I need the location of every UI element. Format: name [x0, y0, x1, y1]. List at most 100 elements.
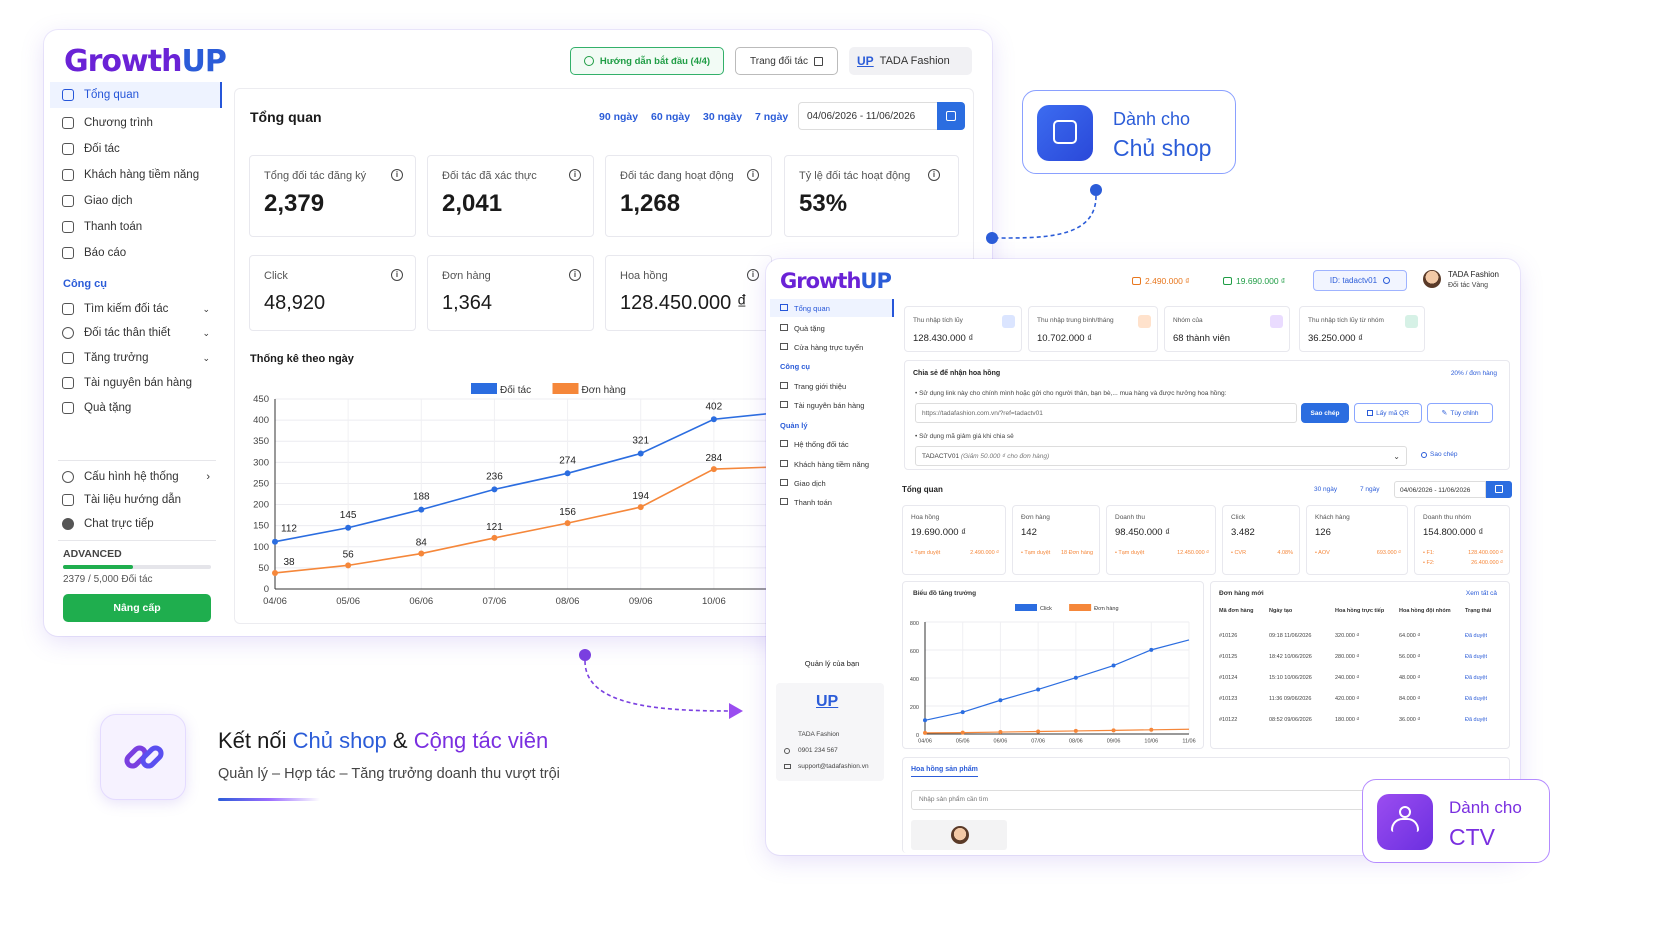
date-range-input[interactable]: 04/06/2026 - 11/06/2026 [798, 102, 938, 130]
y-tick-label: 350 [253, 436, 269, 447]
upgrade-button[interactable]: Nâng cấp [63, 594, 211, 622]
avatar[interactable] [1423, 270, 1441, 288]
range-7-days[interactable]: 7 ngày [755, 111, 789, 123]
data-label: 84 [416, 538, 428, 549]
sidebar-item-transactions[interactable]: Giao dịch [50, 193, 133, 209]
info-icon[interactable]: i [747, 269, 759, 281]
sidebar-item-online-store[interactable]: Cửa hàng trực tuyến [794, 343, 864, 352]
status-badge[interactable]: Đã duyệt [1465, 696, 1488, 702]
store-icon [1037, 105, 1093, 161]
plan-usage: 2379 / 5,000 Đối tác [63, 574, 153, 585]
sidebar-item-chat[interactable]: Chat trực tiếp [50, 516, 154, 532]
sidebar-item-leads[interactable]: Khách hàng tiềm năng [794, 460, 870, 469]
sidebar-item-partners[interactable]: Đối tác [50, 141, 120, 157]
manager-name: TADA Fashion [798, 731, 840, 738]
view-all-link[interactable]: Xem tất cả [1465, 590, 1497, 597]
range-7-days[interactable]: 7 ngày [1360, 486, 1380, 493]
copy-link-button[interactable]: Sao chép [1301, 403, 1349, 423]
data-label: 284 [706, 453, 723, 464]
status-badge[interactable]: Đã duyệt [1465, 717, 1488, 723]
qr-code-button[interactable]: Lấy mã QR [1354, 403, 1422, 423]
partner-page-button[interactable]: Trang đối tác [735, 47, 838, 75]
data-point [710, 466, 717, 473]
info-icon[interactable]: i [928, 169, 940, 181]
sidebar-item-loyal-partners[interactable]: Đối tác thân thiết ⌄ [50, 325, 216, 341]
overview-card-label: Click [1231, 514, 1246, 521]
sidebar-item-growth[interactable]: Tăng trưởng ⌄ [50, 350, 216, 366]
sidebar-item-reports[interactable]: Báo cáo [50, 245, 126, 261]
sidebar-item-intro-page[interactable]: Trang giới thiệu [794, 382, 847, 391]
overview-card-value: 154.800.000 ₫ [1423, 527, 1484, 538]
x-tick-label: 08/06 [1069, 739, 1083, 745]
manager-heading: Quản lý của bạn [804, 659, 860, 668]
x-tick-label: 09/06 [1107, 739, 1121, 745]
overview-card-sub-value: 12.450.000 ₫ [1177, 550, 1209, 556]
ctv-callout: Dành cho CTV [1362, 779, 1550, 863]
shop-switcher[interactable]: UP TADA Fashion [849, 47, 972, 75]
calendar-button[interactable] [1486, 481, 1512, 498]
sidebar-item-sales-resources[interactable]: Tài nguyên bán hàng [50, 375, 192, 391]
info-icon[interactable]: i [391, 169, 403, 181]
customize-link-button[interactable]: ✎ Tùy chỉnh [1427, 403, 1493, 423]
legend-swatch [552, 383, 579, 394]
info-icon[interactable]: i [569, 269, 581, 281]
sidebar-item-settings[interactable]: Cấu hình hệ thống › [50, 469, 216, 485]
status-badge[interactable]: Đã duyệt [1465, 654, 1488, 660]
y-tick-label: 50 [258, 563, 269, 574]
sidebar-item-programs[interactable]: Chương trình [50, 115, 153, 131]
team-earnings-card: Thu nhập tích lũy từ nhóm 36.250.000 ₫ [1299, 306, 1425, 352]
sidebar-item-docs[interactable]: Tài liệu hướng dẫn [50, 492, 181, 508]
date-range-input[interactable]: 04/06/2026 - 11/06/2026 [1394, 481, 1486, 498]
range-90-days[interactable]: 90 ngày [599, 111, 639, 123]
team-size-card: Nhóm của 68 thành viên [1164, 306, 1290, 352]
info-icon[interactable]: i [391, 269, 403, 281]
data-point [923, 718, 927, 723]
copy-icon [1383, 277, 1391, 284]
legend-label: Đơn hàng [1094, 606, 1118, 612]
growthup-logo[interactable]: GrowthUP [64, 44, 227, 79]
growth-chart-card: Biểu đồ tăng trưởng 0 200 400 600 800 04/06 05… [902, 581, 1204, 749]
sidebar-item-gifts[interactable]: Quà tặng [50, 400, 131, 416]
info-icon[interactable]: i [569, 169, 581, 181]
sidebar-item-payments[interactable]: Thanh toán [794, 498, 832, 507]
status-badge[interactable]: Đã duyệt [1465, 633, 1488, 639]
y-tick-label: 0 [264, 584, 269, 595]
sidebar-item-leads[interactable]: Khách hàng tiềm năng [50, 167, 199, 183]
tab-product-commission[interactable]: Hoa hồng sản phẩm [911, 766, 978, 777]
status-badge[interactable]: Đã duyệt [1465, 675, 1488, 681]
copy-code-button[interactable]: Sao chép [1421, 451, 1457, 458]
x-tick-label: 09/06 [629, 596, 653, 607]
wallet-icon [62, 221, 74, 233]
y-tick-label: 450 [253, 394, 269, 405]
sidebar-item-transactions[interactable]: Giao dịch [794, 479, 826, 488]
info-icon[interactable]: i [747, 169, 759, 181]
tagline-title: Kết nối Chủ shop & Cộng tác viên [218, 728, 549, 753]
sidebar-item-partner-system[interactable]: Hệ thống đối tác [794, 440, 849, 449]
referral-link-input[interactable]: https://tadafashion.com.vn/?ref=tadactv0… [915, 403, 1297, 423]
data-label: 156 [559, 507, 576, 518]
range-30-days[interactable]: 30 ngày [1314, 486, 1338, 493]
calendar-button[interactable] [937, 102, 965, 130]
connector-path [584, 660, 731, 712]
sidebar-item-find-partners[interactable]: Tìm kiếm đối tác ⌄ [50, 301, 216, 317]
sidebar-item-overview[interactable]: Tổng quan [770, 299, 894, 317]
getting-started-button[interactable]: Hướng dẫn bắt đầu (4/4) [570, 47, 724, 75]
affiliate-id-badge[interactable]: ID: tadactv01 [1313, 270, 1407, 291]
connector-shop [986, 184, 1102, 244]
sidebar-divider [58, 540, 216, 541]
series-line [924, 639, 1190, 721]
growthup-logo[interactable]: GrowthUP [780, 269, 892, 293]
sidebar-item-payments[interactable]: Thanh toán [50, 219, 142, 235]
overview-card-label: Khách hàng [1315, 514, 1350, 521]
range-60-days[interactable]: 60 ngày [651, 111, 691, 123]
data-point [345, 562, 352, 569]
sidebar-item-overview[interactable]: Tổng quan [50, 82, 222, 108]
stat-card-orders: Đơn hàng 1,364 i [427, 255, 594, 331]
sidebar-item-sales-resources[interactable]: Tài nguyên bán hàng [794, 401, 865, 410]
data-label: 38 [283, 557, 295, 568]
sidebar-item-gifts[interactable]: Quà tặng [794, 324, 825, 333]
discount-code-select[interactable]: TADACTV01 (Giảm 50.000 ₫ cho đơn hàng) ⌄ [915, 446, 1407, 466]
legend-label: Click [1040, 606, 1052, 612]
overview-card-value: 3.482 [1231, 527, 1255, 538]
range-30-days[interactable]: 30 ngày [703, 111, 743, 123]
